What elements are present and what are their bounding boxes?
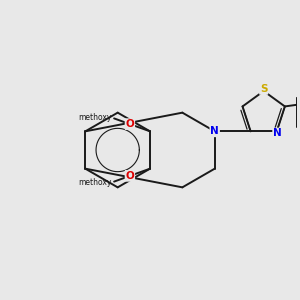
Text: N: N <box>273 128 282 139</box>
Text: methoxy: methoxy <box>78 113 111 122</box>
Text: O: O <box>125 119 134 129</box>
Text: O: O <box>125 171 134 181</box>
Text: S: S <box>260 84 267 94</box>
Text: methoxy: methoxy <box>78 178 111 187</box>
Text: N: N <box>210 126 219 136</box>
